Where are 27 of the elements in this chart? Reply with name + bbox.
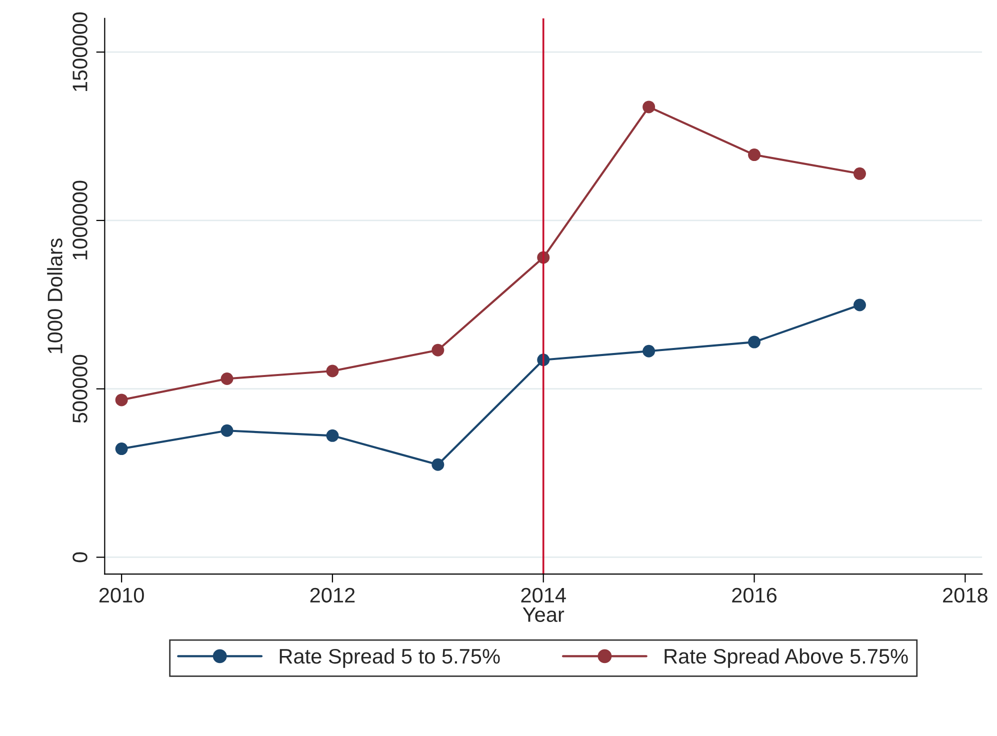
- point: [326, 429, 339, 442]
- point: [853, 298, 866, 312]
- y-axis-title: 1000 Dollars: [47, 238, 62, 354]
- point: [853, 167, 866, 180]
- point: [326, 364, 339, 378]
- point: [432, 344, 444, 356]
- legend-label: Rate Spread 5 to 5.75%: [280, 648, 500, 668]
- x-tick-label: 2012: [310, 588, 355, 603]
- y-tick-label: 0: [72, 552, 88, 562]
- x-tick-label: 2014: [521, 588, 566, 603]
- point: [432, 458, 444, 471]
- point: [115, 442, 128, 456]
- point: [220, 424, 234, 437]
- point: [748, 336, 761, 348]
- x-axis-title: Year: [522, 607, 564, 622]
- legend-label: Rate Spread Above 5.75%: [664, 648, 908, 668]
- y-tick-label: 1500000: [72, 12, 88, 92]
- point: [115, 394, 128, 406]
- y-tick-label: 500000: [72, 354, 88, 423]
- x-tick-label: 2016: [732, 588, 777, 603]
- point: [748, 148, 761, 162]
- point: [642, 344, 656, 358]
- x-tick-label: 2010: [99, 588, 144, 603]
- point: [642, 100, 656, 114]
- y-tick-label: 1000000: [72, 180, 88, 260]
- x-tick-label: 2018: [943, 588, 988, 603]
- point: [220, 372, 234, 385]
